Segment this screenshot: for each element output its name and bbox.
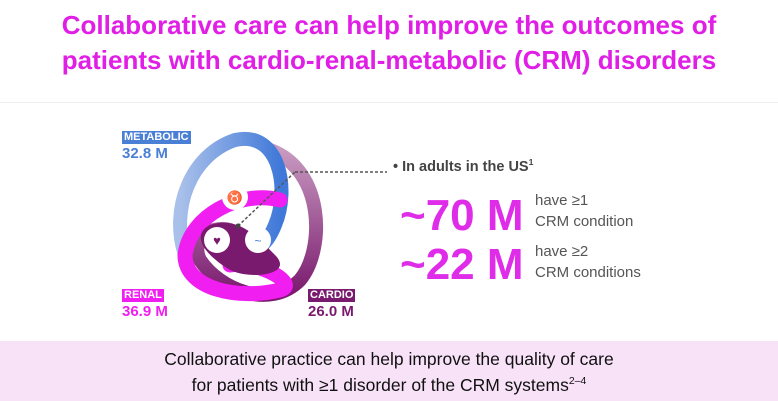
footer-line-2: for patients with ≥1 disorder of the CRM… bbox=[0, 370, 778, 396]
crm-loop-diagram: ♉ ♥ ~ bbox=[173, 131, 324, 302]
footer-line-2-text: for patients with ≥1 disorder of the CRM… bbox=[191, 374, 569, 395]
stat-desc: have ≥1 CRM condition bbox=[535, 190, 633, 232]
reference: 2–4 bbox=[568, 375, 587, 387]
cardio-tag: CARDIO bbox=[308, 289, 356, 302]
divider bbox=[0, 102, 778, 103]
heart-icon bbox=[204, 227, 230, 253]
svg-text:♥: ♥ bbox=[213, 233, 221, 248]
footer-line-1: Collaborative practice can help improve … bbox=[164, 349, 614, 369]
kidney-icon bbox=[222, 184, 248, 210]
stat-line: have ≥2 bbox=[535, 243, 589, 260]
page-title: Collaborative care can help improve the … bbox=[0, 8, 778, 78]
renal-value: 36.9 M bbox=[122, 303, 168, 320]
stats-heading-text: In adults in the US bbox=[402, 158, 529, 175]
metabolic-label: METABOLIC 32.8 M bbox=[122, 127, 191, 162]
footer-band: Collaborative practice can help improve … bbox=[0, 341, 778, 401]
pointer-dot bbox=[235, 223, 241, 229]
title-line-2: patients with cardio-renal-metabolic (CR… bbox=[61, 45, 717, 75]
cardio-value: 26.0 M bbox=[308, 303, 354, 320]
renal-loop bbox=[177, 190, 293, 302]
stat-line: CRM condition bbox=[535, 213, 634, 230]
pointer-line bbox=[237, 171, 296, 227]
svg-text:♉: ♉ bbox=[227, 190, 243, 205]
stat-desc: have ≥2 CRM conditions bbox=[535, 241, 641, 283]
pancreas-icon bbox=[245, 227, 271, 253]
cardio-label: CARDIO 26.0 M bbox=[308, 285, 356, 320]
stats-heading: • In adults in the US1 bbox=[393, 157, 534, 175]
renal-tag: RENAL bbox=[122, 289, 164, 302]
pointer-line-ext bbox=[295, 171, 387, 173]
stat-value: ~22 M bbox=[400, 240, 524, 289]
footer-text: Collaborative practice can help improve … bbox=[0, 348, 778, 396]
stat-value: ~70 M bbox=[400, 191, 524, 240]
svg-text:~: ~ bbox=[254, 234, 261, 248]
title-line-1: Collaborative care can help improve the … bbox=[61, 10, 717, 40]
reference: 1 bbox=[528, 157, 534, 167]
stat-line: have ≥1 bbox=[535, 192, 589, 209]
renal-label: RENAL 36.9 M bbox=[122, 285, 168, 320]
stat-line: CRM conditions bbox=[535, 264, 641, 281]
metabolic-tag: METABOLIC bbox=[122, 131, 191, 144]
metabolic-value: 32.8 M bbox=[122, 145, 168, 162]
